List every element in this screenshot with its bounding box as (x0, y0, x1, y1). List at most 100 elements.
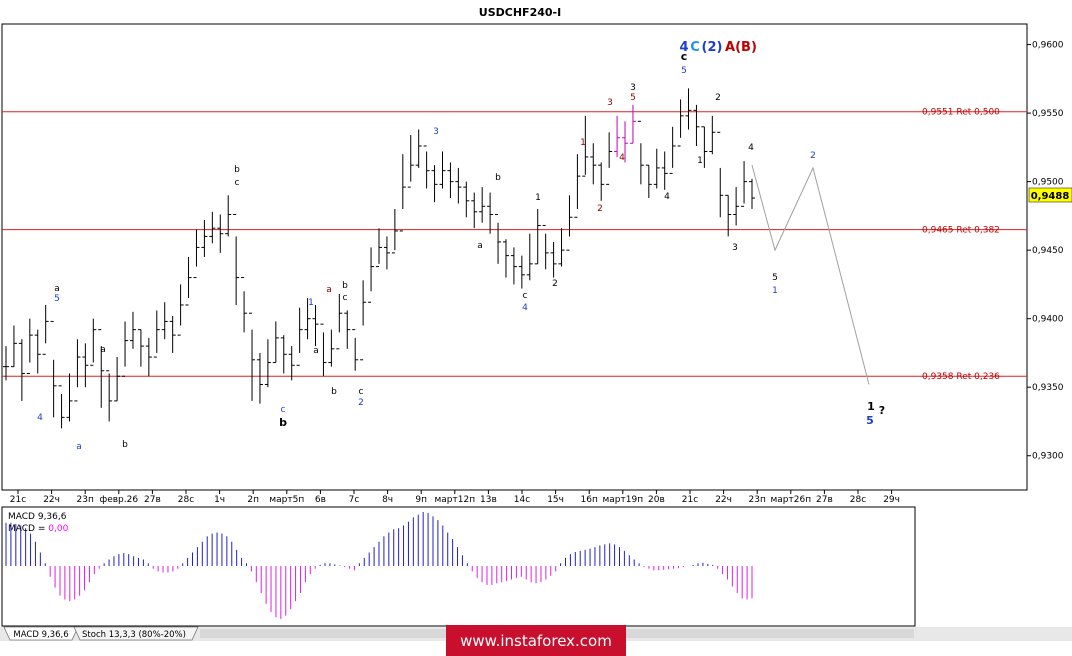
price-bar (677, 99, 684, 147)
price-bar (145, 337, 152, 377)
price-bar (241, 277, 248, 333)
price-bar (534, 209, 541, 265)
price-bar (233, 214, 240, 305)
price-bar (26, 318, 33, 374)
wave-label: c (281, 405, 286, 415)
macd-value-label: MACD = 0,00 (8, 524, 69, 534)
price-bar (209, 211, 216, 244)
price-bar (74, 339, 81, 402)
x-tick-label: март12п (434, 495, 475, 505)
wave-label: 1 (580, 138, 586, 148)
fibonacci-levels: 0,9551 Ret 0,500 0,9465 Ret 0,382 0,9358 R… (2, 108, 1027, 382)
price-bar (614, 115, 621, 157)
wave-label: 1 (772, 286, 778, 296)
x-tick-label: 7с (349, 495, 360, 505)
wave-label: 5 (681, 66, 687, 76)
price-bar (582, 115, 589, 177)
price-bar (471, 192, 478, 229)
price-bar (352, 329, 359, 371)
price-bar (82, 343, 89, 388)
current-price-badge: 0,9488 (1028, 187, 1072, 203)
price-bar (18, 339, 25, 401)
chart-title: USDCHF240-I (479, 6, 561, 19)
wave-degree-label: C (690, 40, 700, 55)
price-bar (391, 209, 398, 254)
wave-label: c (235, 178, 240, 188)
price-bar (463, 181, 470, 218)
price-bar (193, 229, 200, 279)
price-bar (344, 310, 351, 349)
price-bar (645, 164, 652, 199)
macd-label: MACD 9,36,6 (8, 512, 67, 522)
wave-label: a (100, 345, 106, 355)
x-tick-label: 23п (749, 495, 766, 505)
wave-label: b (331, 387, 337, 397)
price-bar (264, 339, 271, 388)
price-bar (249, 312, 256, 401)
price-bar (510, 247, 517, 285)
price-bar (669, 126, 676, 174)
price-bar (733, 187, 740, 226)
price-bar (304, 298, 311, 340)
tab-stoch[interactable]: Stoch 13,3,3 (80%-20%) (73, 626, 199, 641)
y-tick-label: 0,9500 (1032, 178, 1064, 188)
y-tick-label: 0,9550 (1032, 109, 1064, 119)
wave-label: a (477, 241, 483, 251)
x-tick-label: февр.26 (100, 495, 139, 505)
price-bar (606, 132, 613, 185)
price-bar (479, 187, 486, 223)
x-tick-label: 8ч (382, 495, 393, 505)
tab-macd-label: MACD 9,36,6 (13, 630, 68, 640)
wave-degree-label: (B) (735, 40, 757, 55)
price-bar (495, 214, 502, 264)
fib-level-label: 0,9358 Ret 0,236 (922, 372, 1000, 382)
wave-label: a (76, 442, 82, 452)
price-bar (42, 304, 49, 355)
wave-label: c (681, 50, 688, 63)
price-bar (502, 239, 509, 278)
forecast-projection-line (751, 165, 870, 385)
wave-label: 5 (630, 93, 636, 103)
price-bar (280, 335, 287, 374)
y-tick-label: 0,9450 (1032, 246, 1064, 256)
price-bar (320, 323, 327, 377)
x-tick-label: 27в (144, 495, 161, 505)
wave-label: b (495, 173, 501, 183)
price-bar (122, 321, 129, 377)
macd-value-prefix: MACD = (8, 524, 48, 534)
price-bars (3, 88, 755, 429)
price-bar (415, 129, 422, 168)
price-bar (272, 321, 279, 364)
price-bar (137, 329, 144, 367)
price-bar (749, 178, 755, 210)
x-tick-label: март5п (269, 495, 304, 505)
x-tick-label: 22ч (715, 495, 732, 505)
x-tick-label: 6в (315, 495, 326, 505)
watermark-text: www.instaforex.com (460, 632, 612, 650)
x-tick-label: 27в (816, 495, 833, 505)
price-bar (598, 162, 605, 201)
projection-path (751, 165, 870, 385)
wave-label: a (313, 346, 319, 356)
price-bar (336, 294, 343, 350)
tab-macd[interactable]: MACD 9,36,6 (3, 626, 79, 641)
macd-histogram (5, 512, 753, 619)
price-bar (661, 151, 668, 190)
price-bar (407, 135, 414, 188)
price-bar (376, 228, 382, 268)
fib-level-label: 0,9551 Ret 0,500 (922, 108, 1000, 118)
wave-label: 1 (867, 400, 875, 413)
macd-zero-value: 0,00 (48, 524, 68, 534)
price-bar (34, 329, 41, 374)
price-bar (574, 154, 581, 218)
price-bar (225, 195, 232, 237)
x-tick-label: 14с (514, 495, 530, 505)
wave-label: 2 (597, 204, 603, 214)
wave-label: a (326, 285, 332, 295)
x-tick-label: 21с (682, 495, 698, 505)
price-bar (622, 121, 629, 163)
price-bar (169, 315, 176, 353)
price-bar (653, 148, 660, 189)
wave-label: 1 (535, 193, 541, 203)
